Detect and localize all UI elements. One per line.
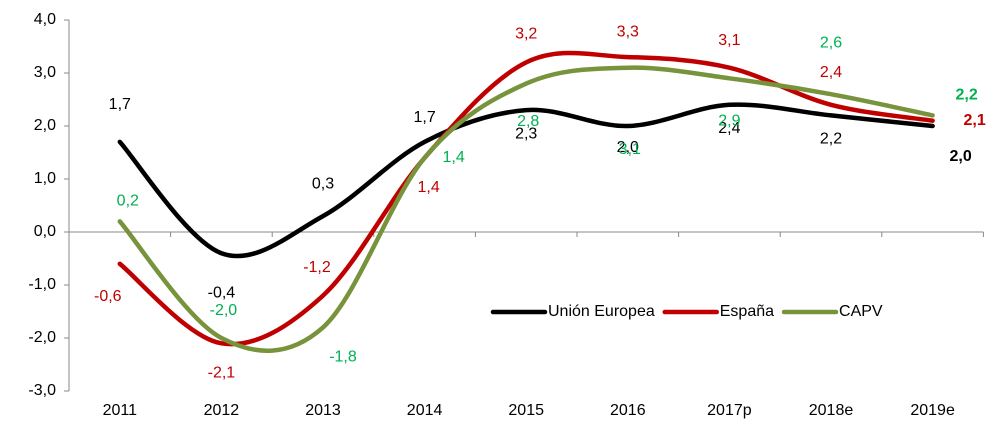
data-label: 2,2 [820, 131, 842, 148]
x-tick-label: 2015 [508, 402, 544, 419]
data-label: 0,2 [117, 193, 139, 210]
data-label: 2,3 [515, 125, 537, 142]
data-label: 1,7 [413, 109, 435, 126]
x-tick-label: 2011 [103, 402, 138, 419]
data-label: 1,7 [109, 96, 131, 113]
x-tick-label: 2018e [809, 402, 854, 419]
data-label: -0,6 [94, 288, 122, 305]
legend-label: Unión Europea [548, 303, 655, 320]
data-label: -2,0 [210, 302, 238, 319]
data-label: 1,4 [417, 179, 439, 196]
data-label: 3,2 [515, 26, 537, 43]
data-label: 3,3 [617, 23, 639, 40]
legend-label: España [720, 303, 774, 320]
data-label: -2,1 [208, 365, 236, 382]
data-label: 2,0 [949, 148, 971, 165]
y-tick-label: 2,0 [34, 117, 56, 134]
x-tick-label: 2014 [407, 402, 443, 419]
data-label: 3,1 [718, 32, 740, 49]
series-line [117, 65, 935, 353]
x-tick-label: 2016 [610, 402, 646, 419]
data-label: 2,4 [718, 120, 740, 137]
y-tick-label: 4,0 [34, 11, 56, 28]
data-label: 2,6 [820, 34, 842, 51]
data-label: 3,1 [619, 141, 641, 158]
y-tick-label: -1,0 [28, 276, 56, 293]
series-line [117, 102, 935, 259]
legend-label: CAPV [839, 303, 883, 320]
data-label: -1,8 [329, 349, 357, 366]
x-tick-label: 2019e [910, 402, 955, 419]
data-label: -1,2 [303, 259, 331, 276]
data-label: 2,2 [955, 87, 977, 104]
data-label: 2,1 [963, 112, 985, 129]
x-tick-label: 2017p [707, 402, 752, 419]
data-label: -0,4 [208, 284, 236, 301]
data-label: 1,4 [442, 149, 464, 166]
x-tick-label: 2013 [305, 402, 341, 419]
data-label: 0,3 [312, 175, 334, 192]
y-tick-label: 3,0 [34, 64, 56, 81]
y-tick-label: -2,0 [28, 329, 56, 346]
y-tick-label: -3,0 [28, 382, 56, 399]
y-tick-label: 0,0 [34, 223, 56, 240]
x-tick-label: 2012 [204, 402, 240, 419]
data-label: 2,8 [517, 113, 539, 130]
data-label: 2,0 [617, 139, 639, 156]
series-line [117, 50, 935, 347]
data-label: 2,9 [718, 113, 740, 130]
y-tick-label: 1,0 [34, 170, 56, 187]
data-label: 2,4 [820, 64, 842, 81]
